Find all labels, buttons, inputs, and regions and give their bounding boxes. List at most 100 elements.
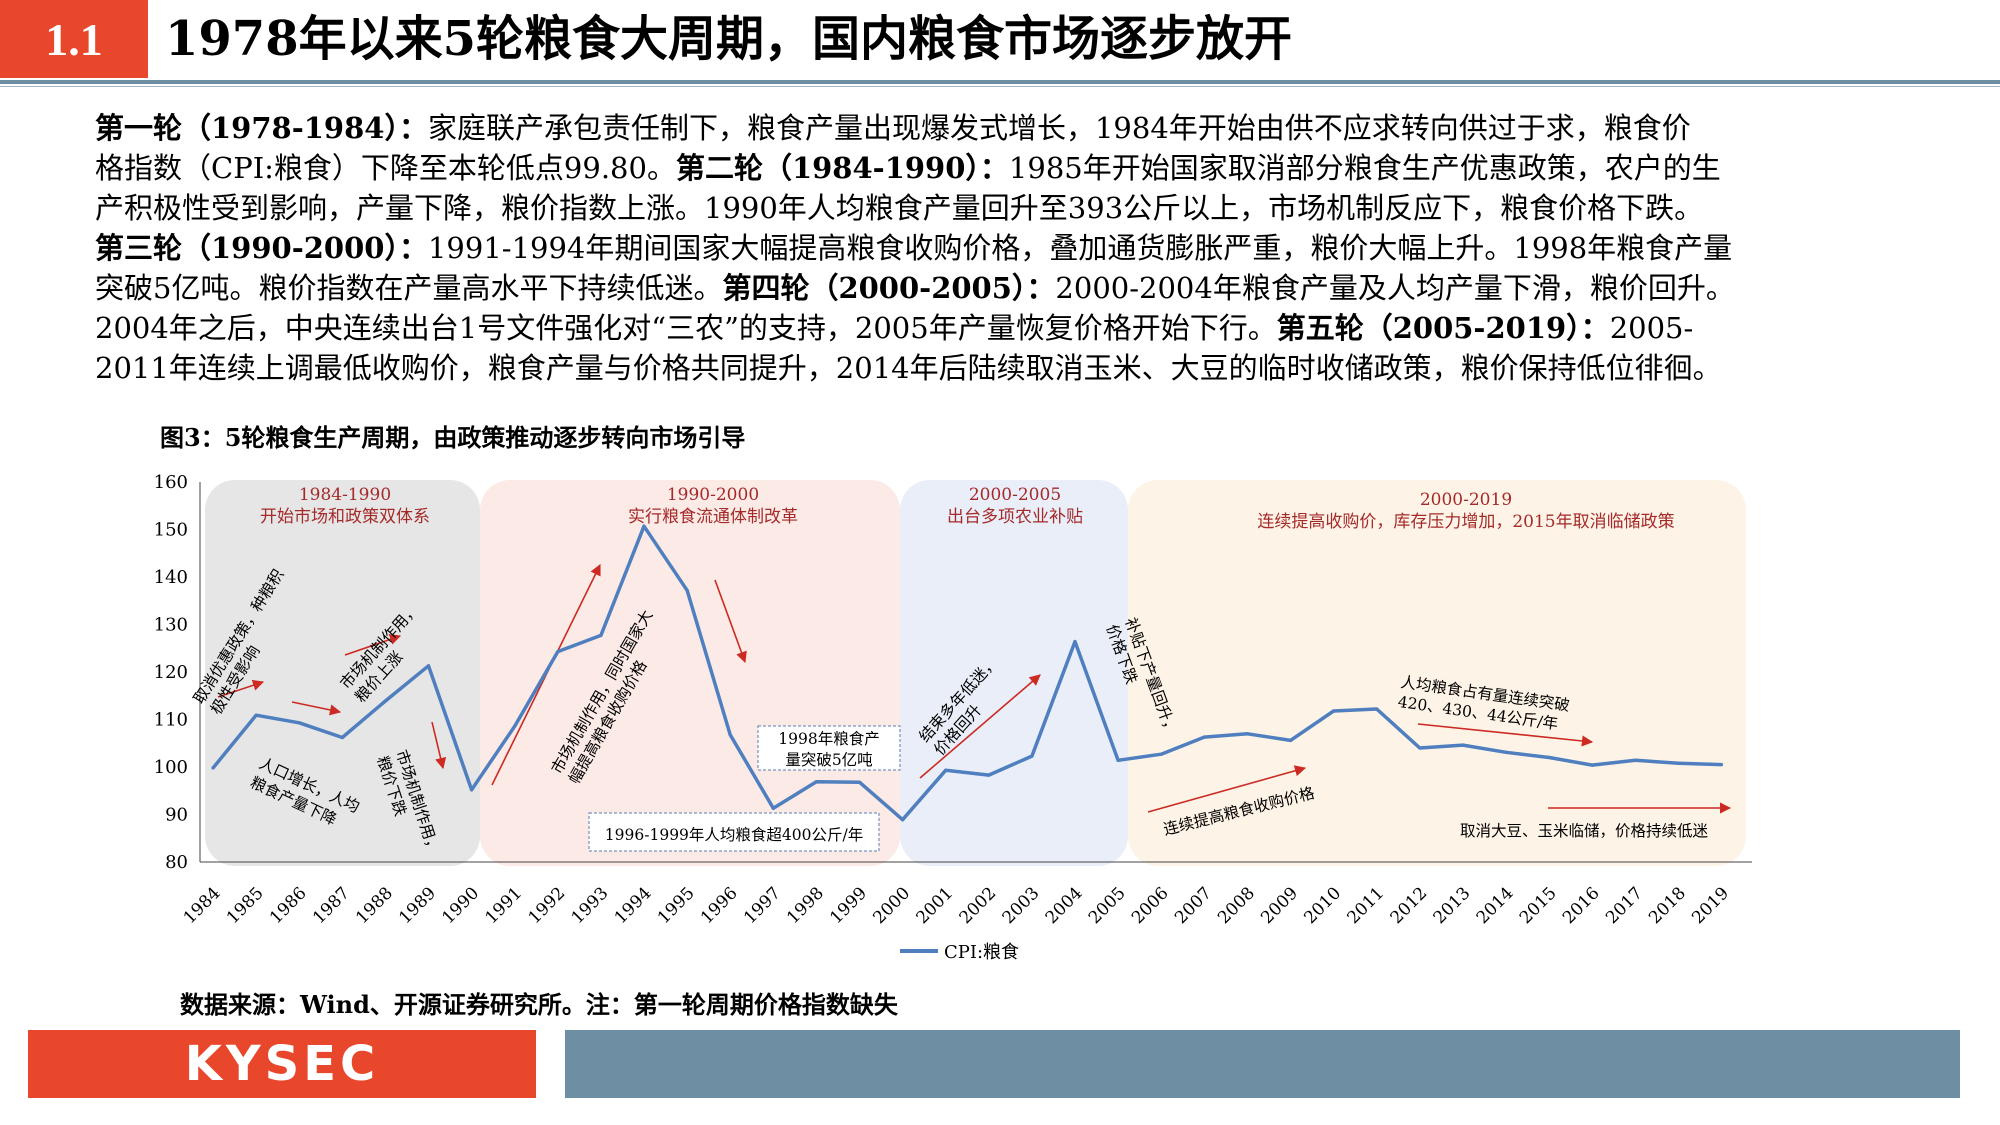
summary-text: 1985年开始国家取消部分粮食生产优惠政策，农户的生 — [1008, 151, 1721, 185]
data-point — [1418, 746, 1422, 750]
cycle-heading: 第一轮（1978-1984）： — [95, 111, 428, 145]
period-desc-label: 实行粮食流通体制改革 — [628, 507, 798, 527]
data-point — [556, 649, 560, 654]
x-tick-label: 1985 — [223, 883, 268, 928]
data-point — [1547, 755, 1551, 760]
summary-text: 2011年连续上调最低收购价，粮食产量与价格共同提升，2014年后陆续取消玉米、… — [95, 351, 1722, 385]
data-point — [1633, 758, 1637, 762]
x-tick-label: 2018 — [1645, 883, 1690, 928]
x-tick-label: 1999 — [826, 883, 871, 928]
summary-text: 2004年之后，中央连续出台1号文件强化对“三农”的支持，2005年产量恢复价格… — [95, 311, 1277, 345]
annotation-text: 1998年粮食产 — [778, 730, 879, 748]
data-point — [642, 524, 646, 528]
x-tick-label: 1996 — [697, 883, 742, 928]
x-tick-label: 2019 — [1688, 883, 1733, 928]
x-tick-label: 1990 — [438, 883, 483, 928]
summary-line: 2004年之后，中央连续出台1号文件强化对“三农”的支持，2005年产量恢复价格… — [95, 308, 1935, 348]
series-line-cpi-grain — [211, 524, 1722, 822]
data-point — [857, 780, 862, 784]
cycle-heading: 第三轮（1990-2000）： — [95, 231, 428, 265]
annotation-text: 取消大豆、玉米临储，价格持续低迷 — [1460, 822, 1709, 840]
period-range-label: 1984-1990 — [299, 485, 391, 505]
cycle-heading: 第五轮（2005-2019）： — [1276, 311, 1610, 345]
x-tick-label: 2008 — [1214, 883, 1259, 928]
x-tick-label: 1994 — [611, 883, 656, 928]
data-point — [1590, 763, 1594, 767]
period-range-label: 1990-2000 — [667, 485, 759, 505]
data-point — [513, 724, 517, 728]
kysec-logo: KYSEC — [28, 1030, 536, 1098]
annotation-a7: 1996-1999年人均粮食超400公斤/年 — [605, 826, 863, 844]
trend-arrow — [291, 701, 342, 716]
x-tick-label: 2016 — [1559, 883, 1604, 928]
data-point — [1676, 761, 1680, 765]
period-background-1 — [205, 480, 480, 866]
x-tick-label: 2007 — [1171, 883, 1216, 928]
header-divider — [0, 80, 2000, 84]
y-tick-label: 110 — [154, 710, 188, 731]
data-point — [1332, 709, 1336, 713]
y-tick-label: 150 — [154, 520, 188, 541]
data-point — [1504, 750, 1508, 754]
data-point — [297, 721, 301, 725]
annotation-a12: 取消大豆、玉米临储，价格持续低迷 — [1460, 822, 1709, 840]
x-tick-label: 2012 — [1387, 883, 1432, 928]
y-tick-label: 120 — [154, 662, 188, 683]
x-tick-label: 2013 — [1430, 883, 1475, 928]
period-range-label: 2000-2005 — [969, 485, 1061, 505]
x-tick-label: 2009 — [1257, 883, 1302, 928]
data-point — [340, 735, 344, 740]
x-tick-label: 1995 — [654, 883, 699, 928]
summary-text: 2005- — [1609, 311, 1694, 345]
x-tick-label: 2002 — [956, 883, 1001, 928]
summary-line: 第三轮（1990-2000）：1991-1994年期间国家大幅提高粮食收购价格，… — [95, 228, 1935, 268]
data-point — [1116, 758, 1120, 762]
summary-line: 格指数（CPI:粮食）下降至本轮低点99.80。第二轮（1984-1990）：1… — [95, 148, 1935, 188]
x-tick-label: 1992 — [525, 883, 570, 928]
period-background-4 — [1128, 480, 1746, 866]
summary-text: 突破5亿吨。粮价指数在产量高水平下持续低迷。 — [95, 271, 723, 305]
annotation-text: 量突破5亿吨 — [785, 751, 872, 769]
data-point — [944, 768, 948, 772]
source-note: 数据来源：Wind、开源证券研究所。注：第一轮周期价格指数缺失 — [180, 990, 898, 1019]
trend-arrow — [431, 721, 447, 770]
legend-label: CPI:粮食 — [944, 942, 1019, 963]
data-point — [685, 588, 689, 592]
data-point — [1375, 707, 1379, 711]
data-point — [771, 806, 775, 810]
data-point — [1245, 732, 1249, 736]
data-point — [1288, 738, 1293, 743]
summary-text: 2000-2004年粮食产量及人均产量下滑，粮价回升。 — [1055, 271, 1735, 305]
data-point — [987, 773, 991, 777]
data-point — [470, 788, 474, 792]
data-point — [383, 699, 387, 703]
cycle-heading: 第二轮（1984-1990）： — [675, 151, 1009, 185]
y-tick-label: 90 — [165, 805, 188, 826]
x-tick-label: 1997 — [740, 883, 785, 928]
data-point — [1159, 752, 1163, 756]
x-tick-label: 2001 — [913, 883, 958, 928]
cycle-heading: 第四轮（2000-2005）： — [722, 271, 1056, 305]
footer-bar — [565, 1030, 1960, 1098]
header-divider-thin — [0, 86, 2000, 87]
trend-arrow — [217, 679, 265, 698]
data-point — [1202, 735, 1206, 739]
x-tick-label: 2000 — [869, 883, 914, 928]
x-tick-label: 1987 — [309, 883, 354, 928]
x-tick-label: 1989 — [395, 883, 440, 928]
period-desc-label: 开始市场和政策双体系 — [260, 507, 430, 527]
x-tick-label: 2015 — [1516, 883, 1561, 928]
period-range-label: 2000-2019 — [1420, 490, 1512, 510]
section-number: 1.1 — [0, 0, 148, 78]
summary-text: 家庭联产承包责任制下，粮食产量出现爆发式增长，1984年开始由供不应求转向供过于… — [427, 111, 1691, 145]
x-tick-label: 2006 — [1128, 883, 1173, 928]
data-point — [1719, 763, 1724, 767]
y-tick-label: 80 — [165, 852, 188, 873]
data-point — [426, 664, 431, 668]
summary-line: 第一轮（1978-1984）：家庭联产承包责任制下，粮食产量出现爆发式增长，19… — [95, 108, 1935, 148]
trend-arrow — [714, 579, 747, 664]
data-point — [211, 766, 215, 770]
summary-paragraph: 第一轮（1978-1984）：家庭联产承包责任制下，粮食产量出现爆发式增长，19… — [95, 108, 1935, 388]
period-background-3 — [900, 480, 1128, 866]
